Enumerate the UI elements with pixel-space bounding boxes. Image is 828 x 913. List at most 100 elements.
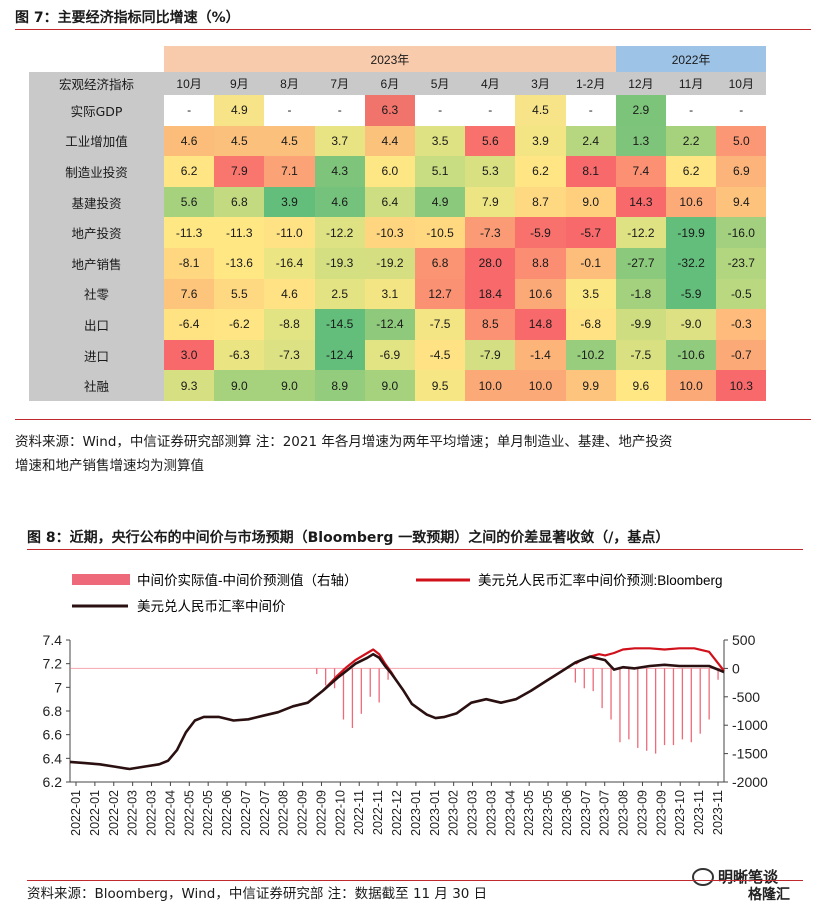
table-cell: 5.5 bbox=[214, 278, 265, 310]
legend-forecast-label: 美元兑人民币汇率中间价预测:Bloomberg bbox=[478, 572, 723, 588]
y-right-tick-label: -1500 bbox=[732, 746, 768, 762]
table-cell: 6.9 bbox=[716, 156, 767, 187]
x-tick-label: 2022-09 bbox=[314, 790, 328, 836]
table-cell: -11.3 bbox=[164, 217, 215, 248]
y-right-tick-label: -1000 bbox=[732, 717, 768, 733]
y-left-tick-label: 7.4 bbox=[43, 632, 63, 648]
fig8-source-note: 资料来源：Bloomberg，Wind，中信证券研究部 注：数据截至 11 月 … bbox=[27, 886, 488, 902]
table-cell: -32.2 bbox=[666, 248, 717, 279]
month-header: 5月 bbox=[415, 72, 466, 95]
x-tick-label: 2023-11 bbox=[711, 790, 725, 835]
table-cell: 5.6 bbox=[164, 186, 215, 218]
table-cell: -12.4 bbox=[364, 309, 415, 340]
x-tick-label: 2022-07 bbox=[239, 790, 253, 836]
x-tick-label: 2022-05 bbox=[182, 790, 196, 836]
table-cell: 6.8 bbox=[214, 186, 265, 218]
table-cell: -6.2 bbox=[214, 309, 265, 340]
table-cell: -19.3 bbox=[314, 248, 365, 279]
x-tick-label: 2023-09 bbox=[654, 790, 668, 836]
table-cell: 8.7 bbox=[515, 186, 566, 218]
table-cell: 9.5 bbox=[415, 370, 466, 401]
table-cell: 9.0 bbox=[565, 186, 616, 218]
table-cell: 6.4 bbox=[364, 186, 415, 218]
legend-diff-label: 中间价实际值-中间价预测值（右轴） bbox=[137, 573, 358, 588]
row-label: 工业增加值 bbox=[29, 125, 164, 157]
table-cell: 5.1 bbox=[415, 156, 466, 187]
table-cell: -7.3 bbox=[264, 339, 315, 371]
table-cell: - bbox=[565, 95, 616, 126]
year-header-2022: 2022年 bbox=[615, 46, 767, 72]
table-cell: 6.8 bbox=[415, 248, 466, 279]
fig7-title-rule bbox=[15, 29, 811, 30]
table-cell: 9.0 bbox=[364, 370, 415, 401]
table-cell: - bbox=[314, 95, 365, 126]
table-cell: 4.4 bbox=[364, 125, 415, 157]
month-header: 9月 bbox=[214, 72, 265, 95]
year-header-2023: 2023年 bbox=[164, 46, 616, 72]
row-label: 地产投资 bbox=[29, 217, 164, 248]
table-cell: -7.3 bbox=[465, 217, 516, 248]
table-cell: 6.2 bbox=[666, 156, 717, 187]
table-cell: -10.6 bbox=[666, 339, 717, 371]
table-cell: -14.5 bbox=[314, 309, 365, 340]
table-cell: -0.5 bbox=[716, 278, 767, 310]
table-cell: 9.9 bbox=[565, 370, 616, 401]
table-cell: 1.3 bbox=[615, 125, 666, 157]
table-cell: -23.7 bbox=[716, 248, 767, 279]
table-cell: -6.4 bbox=[164, 309, 215, 340]
x-tick-label: 2023-07 bbox=[579, 790, 593, 836]
x-tick-label: 2022-10 bbox=[333, 790, 347, 836]
table-cell: 10.3 bbox=[716, 370, 767, 401]
x-tick-label: 2023-11 bbox=[692, 790, 706, 835]
table-cell: 6.2 bbox=[515, 156, 566, 187]
table-cell: 4.9 bbox=[214, 95, 265, 126]
x-tick-label: 2023-05 bbox=[541, 790, 555, 836]
table-cell: -6.8 bbox=[565, 309, 616, 340]
table-cell: 14.3 bbox=[615, 186, 666, 218]
table-cell: -6.9 bbox=[364, 339, 415, 371]
table-cell: -0.7 bbox=[716, 339, 767, 371]
x-tick-label: 2023-10 bbox=[673, 790, 687, 836]
table-cell: 4.6 bbox=[314, 186, 365, 218]
table-cell: 3.1 bbox=[364, 278, 415, 310]
y-left-tick-label: 7.2 bbox=[43, 656, 63, 672]
actual-line bbox=[69, 652, 725, 771]
table-cell: 7.4 bbox=[615, 156, 666, 187]
row-label: 出口 bbox=[29, 309, 164, 340]
fig7-source-line1: 资料来源：Wind，中信证券研究部测算 注：2021 年各月增速为两年平均增速；… bbox=[15, 434, 673, 450]
table-cell: 4.5 bbox=[515, 95, 566, 126]
table-cell: -7.5 bbox=[415, 309, 466, 340]
table-cell: 10.6 bbox=[666, 186, 717, 218]
y-right-tick-label: -500 bbox=[732, 689, 760, 705]
plot-area: 7.4 7.2 7 6.8 6.6 6.4 6.2 500 0 -500 -1000 -1500 -20… bbox=[43, 632, 768, 836]
table-cell: 4.5 bbox=[264, 125, 315, 157]
table-cell: -12.2 bbox=[615, 217, 666, 248]
month-header: 1-2月 bbox=[565, 72, 616, 95]
table-cell: 4.6 bbox=[264, 278, 315, 310]
month-header: 6月 bbox=[364, 72, 415, 95]
table-cell: -16.4 bbox=[264, 248, 315, 279]
table-cell: -6.3 bbox=[214, 339, 265, 371]
table-cell: 7.6 bbox=[164, 278, 215, 310]
table-cell: - bbox=[666, 95, 717, 126]
table-cell: 9.3 bbox=[164, 370, 215, 401]
table-cell: 7.1 bbox=[264, 156, 315, 187]
table-cell: 6.3 bbox=[364, 95, 415, 126]
table-cell: - bbox=[465, 95, 516, 126]
table-cell: 4.9 bbox=[415, 186, 466, 218]
table-cell: -12.2 bbox=[314, 217, 365, 248]
x-tick-label: 2022-05 bbox=[201, 790, 215, 836]
row-label: 社融 bbox=[29, 370, 164, 401]
row-label: 进口 bbox=[29, 339, 164, 371]
table-cell: 3.9 bbox=[515, 125, 566, 157]
fig8-title-rule bbox=[27, 549, 803, 550]
x-tick-label: 2022-04 bbox=[163, 790, 177, 836]
month-header: 12月 bbox=[615, 72, 666, 95]
table-cell: -10.5 bbox=[415, 217, 466, 248]
table-cell: -8.8 bbox=[264, 309, 315, 340]
table-cell: 10.6 bbox=[515, 278, 566, 310]
table-cell: 4.5 bbox=[214, 125, 265, 157]
table-cell: 9.0 bbox=[214, 370, 265, 401]
fig7-source-line2: 增速和地产销售增速均为测算值 bbox=[15, 458, 204, 474]
x-tick-label: 2023-09 bbox=[635, 790, 649, 836]
